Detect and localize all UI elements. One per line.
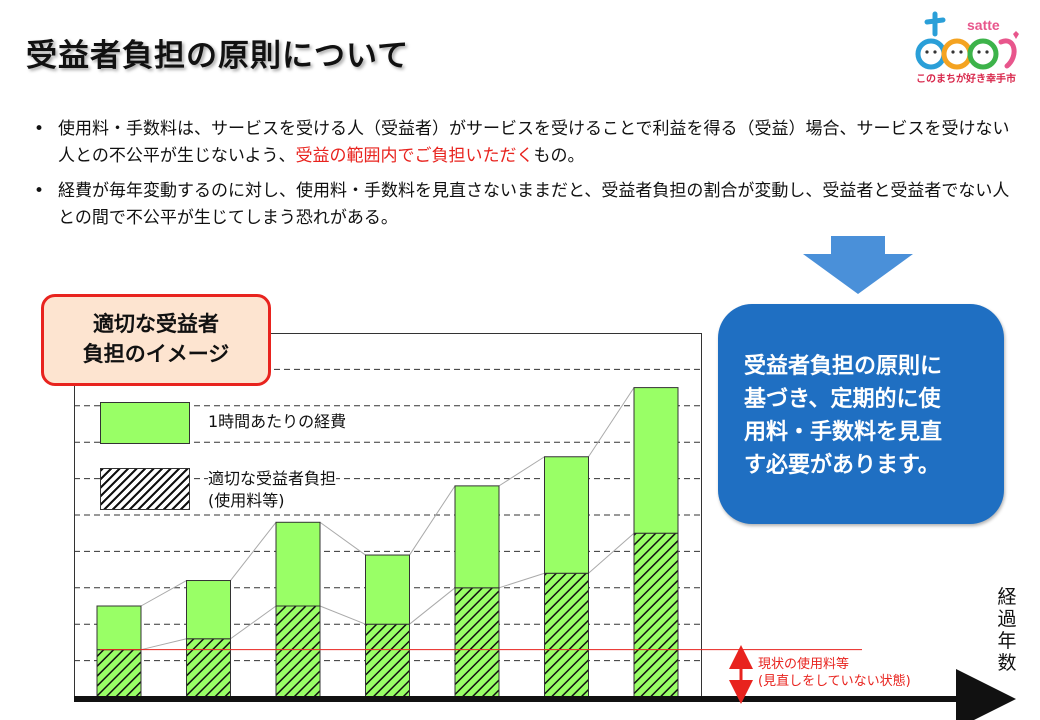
burden-bar [96,649,142,698]
image-label-line: 負担のイメージ [82,342,230,366]
burden-bar [275,605,321,698]
conclusion-box: 受益者負担の原則に 基づき、定期的に使 用料・手数料を見直 す必要があります。 [718,304,1004,524]
cost-bar [544,456,589,574]
burden-bar [633,532,679,698]
bullet-tail: もの。 [533,146,585,166]
x-axis-label: 経 過 年 数 [994,586,1020,674]
conclusion-line: 受益者負担の原則に [744,354,943,379]
current-fee-note-line: 現状の使用料等 [758,657,850,672]
cost-bar [633,387,679,534]
axis-char: 年 [997,630,1017,652]
burden-bar [186,638,231,698]
connector-line [498,572,545,589]
conclusion-line: す必要があります。 [744,453,940,478]
connector-line [230,521,277,581]
axis-char: 経 [997,586,1017,608]
bullet-dot: • [34,181,45,201]
bullet-highlight: 受益の範囲内でご負担いただく [295,146,534,166]
connector-line [409,485,456,556]
current-fee-note-line: (見直しをしていない状態) [758,674,911,689]
bullet-item: • 使用料・手数料は、サービスを受ける人（受益者）がサービスを受けることで利益を… [30,116,1020,170]
bullet-list: • 使用料・手数料は、サービスを受ける人（受益者）がサービスを受けることで利益を… [30,116,1020,240]
connector-line [140,580,187,607]
image-label-box: 適切な受益者 負担のイメージ [41,294,271,386]
current-fee-note: 現状の使用料等 (見直しをしていない状態) [758,656,911,690]
conclusion-line: 基づき、定期的に使 [744,387,941,412]
connector-line [140,638,187,651]
page-title: 受益者負担の原則について [26,38,410,74]
cost-bar [96,605,142,651]
chart-frame [74,333,702,699]
legend-burden-swatch [100,468,190,510]
axis-char: 過 [997,608,1017,630]
legend-burden-line: 適切な受益者負担 [208,469,337,488]
legend-cost-swatch [100,402,190,444]
connector-line [319,521,366,556]
bullet-item: • 経費が毎年変動するのに対し、使用料・手数料を見直さないままだと、受益者負担の… [30,178,1020,232]
cost-bar [275,521,321,607]
legend-burden-line: (使用料等) [208,491,285,510]
connector-line [319,605,366,625]
burden-bar [365,623,410,698]
connector-line [588,387,635,458]
bullet-text: 経費が毎年変動するのに対し、使用料・手数料を見直さないままだと、受益者負担の割合… [58,181,1010,228]
cost-bar [186,580,231,640]
connector-line [588,532,635,574]
bullet-dot: • [34,119,45,139]
bullet-text: 使用料・手数料は、サービスを受ける人（受益者）がサービスを受けることで利益を得る… [58,119,1010,166]
legend-burden-label: 適切な受益者負担 (使用料等) [208,468,337,512]
connector-line [409,587,456,625]
image-label-line: 適切な受益者 [93,312,219,336]
conclusion-line: 用料・手数料を見直 [744,420,943,445]
svg-text:satte: satte [967,17,1000,33]
cost-bar [365,554,410,625]
connector-line [498,456,545,487]
down-arrow-icon [803,236,913,294]
connector-line [230,605,277,640]
satte-logo: satte [915,11,1019,70]
legend-cost-label: 1時間あたりの経費 [208,411,347,433]
burden-bar [544,572,589,698]
cost-bar [454,485,500,589]
logo-tagline: このまちが好き幸手市 [916,74,1016,85]
burden-bar [454,587,500,698]
axis-char: 数 [997,652,1017,674]
